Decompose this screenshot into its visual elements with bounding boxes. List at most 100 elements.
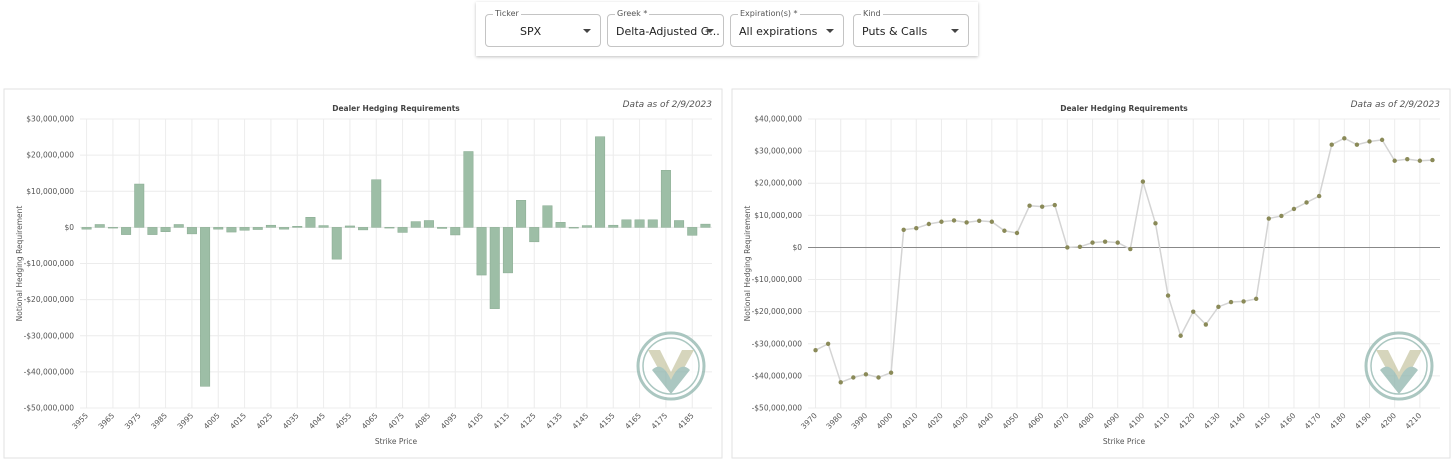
data-date-note: Data as of 2/9/2023 — [623, 100, 713, 110]
bar — [700, 223, 711, 228]
bar — [121, 227, 132, 235]
y-axis-label: Notional Hedging Requirement — [743, 206, 752, 322]
bar — [239, 227, 250, 231]
bar — [450, 227, 461, 236]
data-point — [1354, 142, 1360, 147]
y-tick-label: -$50,000,000 — [24, 404, 75, 413]
bar — [226, 227, 237, 233]
field-label: Expiration(s) * — [738, 9, 800, 18]
data-point — [926, 221, 932, 227]
data-point — [851, 375, 856, 380]
bar — [371, 179, 382, 228]
y-tick-label: -$10,000,000 — [752, 275, 803, 284]
y-tick-label: -$30,000,000 — [24, 331, 75, 340]
bar — [344, 225, 355, 228]
data-point — [1392, 158, 1397, 163]
ticker-select[interactable]: Ticker SPX — [485, 9, 601, 47]
y-axis-label: Notional Hedging Requirement — [15, 206, 24, 322]
field-value: SPX — [520, 25, 542, 38]
y-tick-label: $0 — [64, 223, 74, 232]
bar — [674, 220, 685, 228]
data-point — [1140, 179, 1146, 184]
bar — [463, 151, 474, 228]
data-point — [1379, 137, 1385, 143]
data-point — [1304, 200, 1309, 205]
bar — [437, 227, 448, 229]
bar — [173, 224, 184, 228]
bar — [502, 227, 513, 274]
bar — [621, 219, 632, 228]
x-axis-label: Strike Price — [1103, 437, 1146, 446]
bar — [529, 227, 540, 243]
data-point — [888, 370, 894, 375]
data-point — [1279, 213, 1284, 219]
data-point — [939, 219, 944, 224]
bar — [265, 224, 276, 228]
bar — [318, 225, 329, 228]
bar — [489, 227, 500, 309]
data-point — [1014, 230, 1020, 236]
data-point — [1065, 245, 1070, 250]
bar — [555, 222, 566, 228]
bar — [213, 227, 224, 230]
bar — [516, 200, 527, 228]
y-tick-label: $10,000,000 — [26, 187, 74, 196]
kind-select[interactable]: Kind Puts & Calls — [853, 9, 969, 47]
data-point — [1203, 322, 1209, 327]
y-tick-label: $20,000,000 — [754, 179, 802, 188]
bar — [134, 183, 145, 228]
data-point — [1329, 142, 1334, 147]
bar — [160, 227, 171, 232]
data-point — [813, 348, 818, 353]
bar — [581, 225, 592, 228]
data-point — [1316, 193, 1322, 199]
bar — [305, 217, 316, 228]
field-label: Kind — [861, 9, 883, 18]
data-point — [1178, 333, 1183, 338]
data-date-note: Data as of 2/9/2023 — [1351, 100, 1441, 110]
bar — [595, 136, 606, 228]
bar — [94, 224, 105, 228]
data-point — [1191, 309, 1196, 314]
data-point — [1052, 202, 1057, 208]
bar — [358, 227, 369, 231]
data-point — [1253, 296, 1259, 302]
data-point — [1228, 299, 1234, 305]
dropdown-arrow — [583, 29, 591, 33]
bar — [608, 224, 619, 228]
data-point — [989, 219, 995, 224]
greek-select[interactable]: Greek * Delta-Adjusted G... — [607, 9, 724, 47]
data-point — [951, 218, 957, 223]
chart-title: Dealer Hedging Requirements — [332, 104, 460, 113]
chart-panel — [731, 88, 1451, 459]
bar — [81, 227, 92, 230]
data-point — [1342, 136, 1347, 141]
y-tick-label: -$20,000,000 — [752, 307, 803, 316]
expiration-select[interactable]: Expiration(s) * All expirations — [730, 9, 844, 47]
data-point — [1102, 239, 1108, 244]
field-label: Ticker — [493, 9, 521, 18]
bar — [200, 227, 211, 387]
data-point — [863, 372, 869, 377]
bar — [660, 170, 671, 228]
field-value: All expirations — [739, 25, 818, 38]
y-tick-label: -$20,000,000 — [24, 295, 75, 304]
y-tick-label: -$40,000,000 — [24, 367, 75, 376]
bar — [147, 227, 158, 235]
data-point — [876, 375, 881, 380]
field-value: Delta-Adjusted G... — [616, 25, 720, 38]
dropdown-arrow — [826, 29, 834, 33]
bar — [647, 219, 658, 228]
toolbar: Ticker SPX Greek * Delta-Adjusted G... Exp… — [476, 2, 978, 56]
bar — [410, 221, 421, 228]
data-point — [1039, 204, 1045, 209]
y-tick-label: $40,000,000 — [754, 115, 802, 124]
chart-title: Dealer Hedging Requirements — [1060, 104, 1188, 113]
data-point — [1153, 221, 1158, 226]
bar — [423, 220, 434, 228]
bar — [397, 227, 408, 233]
bar — [186, 227, 197, 235]
bar — [568, 227, 579, 229]
bar — [634, 219, 645, 228]
